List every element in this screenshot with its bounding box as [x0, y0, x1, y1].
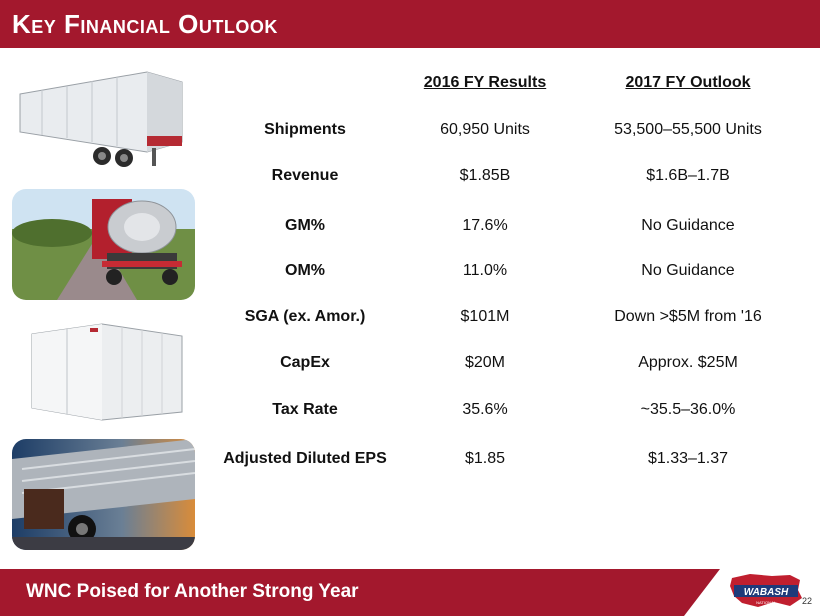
table-row: CapEx $20M Approx. $25M	[200, 354, 820, 378]
metric-label: Shipments	[264, 121, 346, 138]
wabash-logo: WABASH NATIONAL	[728, 572, 804, 610]
table-row: Tax Rate 35.6% ~35.5–36.0%	[200, 401, 820, 425]
value-2017: $1.6B–1.7B	[646, 167, 730, 184]
value-2016: 11.0%	[462, 262, 508, 279]
table-row: Revenue $1.85B $1.6B–1.7B	[200, 167, 820, 191]
value-2016: $1.85B	[459, 167, 511, 184]
value-2016: $101M	[460, 308, 510, 325]
column-header-2016: 2016 FY Results	[423, 74, 547, 91]
value-2017: $1.33–1.37	[647, 450, 729, 467]
footer-tagline: WNC Poised for Another Strong Year	[26, 581, 359, 602]
tanker-trailer-image	[12, 189, 195, 300]
dry-van-trailer-image	[12, 64, 195, 175]
logo-subtext: NATIONAL	[756, 600, 776, 605]
value-2017: Down >$5M from '16	[614, 308, 762, 325]
column-header-2017: 2017 FY Outlook	[625, 74, 751, 91]
table-row: Adjusted Diluted EPS $1.85 $1.33–1.37	[200, 450, 820, 474]
value-2017: No Guidance	[641, 262, 735, 279]
table-row: Shipments 60,950 Units 53,500–55,500 Uni…	[200, 121, 820, 145]
value-2017: Approx. $25M	[638, 354, 738, 371]
value-2017: ~35.5–36.0%	[640, 401, 736, 418]
metric-label: Adjusted Diluted EPS	[223, 450, 387, 467]
value-2016: 35.6%	[462, 401, 508, 418]
value-2016: $20M	[464, 354, 506, 371]
table-row: GM% 17.6% No Guidance	[200, 217, 820, 241]
metric-label: GM%	[285, 217, 325, 234]
table-row: SGA (ex. Amor.) $101M Down >$5M from '16	[200, 308, 820, 332]
footer-bar	[0, 569, 820, 616]
financial-outlook-table: 2016 FY Results 2017 FY Outlook Shipment…	[200, 62, 820, 502]
platform-trailer-image	[12, 439, 195, 550]
metric-label: Tax Rate	[272, 401, 338, 418]
page-title: Key Financial Outlook	[12, 9, 278, 39]
metric-label: Revenue	[271, 167, 339, 184]
table-row: OM% 11.0% No Guidance	[200, 262, 820, 286]
metric-label: OM%	[285, 262, 325, 279]
page-number: 22	[802, 596, 813, 606]
value-2016: 17.6%	[462, 217, 508, 234]
truck-body-image	[12, 314, 195, 425]
metric-label: CapEx	[280, 354, 330, 371]
value-2016: $1.85	[464, 450, 506, 467]
value-2016: 60,950 Units	[440, 121, 530, 138]
metric-label: SGA (ex. Amor.)	[244, 308, 366, 325]
value-2017: No Guidance	[641, 217, 735, 234]
header-bar: Key Financial Outlook	[0, 0, 820, 48]
logo-text: WABASH	[744, 587, 789, 598]
value-2017: 53,500–55,500 Units	[614, 121, 762, 138]
